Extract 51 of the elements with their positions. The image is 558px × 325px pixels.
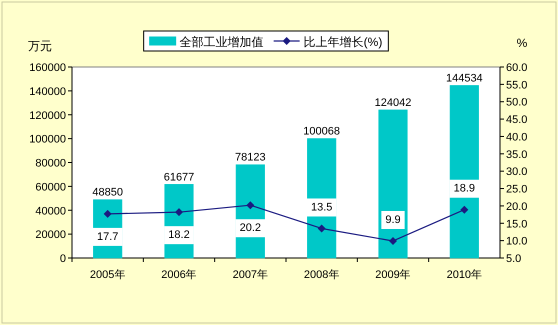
point bbox=[460, 206, 468, 214]
y2-tick-label: 55.0 bbox=[506, 79, 528, 92]
x-tick-label: 2008年 bbox=[304, 269, 340, 281]
x-tick-label: 2005年 bbox=[90, 269, 126, 281]
data-label: 124042 bbox=[374, 96, 412, 109]
point bbox=[104, 210, 112, 218]
y-tick-label: 140000 bbox=[29, 86, 66, 98]
y2-tick-label: 40.0 bbox=[506, 131, 528, 144]
bar bbox=[450, 85, 479, 258]
y-tick-label: 0 bbox=[60, 253, 66, 265]
x-tick-label: 2009年 bbox=[375, 269, 411, 281]
data-label: 18.2 bbox=[168, 229, 190, 242]
legend-label: 比上年增长(%) bbox=[304, 35, 382, 49]
y2-tick-label: 15.0 bbox=[506, 218, 528, 230]
x-tick-label: 2010年 bbox=[446, 269, 482, 281]
data-label: 9.9 bbox=[385, 214, 401, 226]
y-tick-label: 120000 bbox=[29, 110, 66, 122]
y2-tick-label: 30.0 bbox=[506, 166, 528, 178]
y2-tick-label: 60.0 bbox=[506, 62, 528, 74]
point bbox=[389, 236, 397, 245]
y2-tick-label: 50.0 bbox=[506, 96, 528, 109]
data-label: 61677 bbox=[164, 171, 194, 184]
data-label: 48850 bbox=[92, 186, 123, 199]
data-label: 20.2 bbox=[240, 222, 262, 234]
y2-tick-label: 25.0 bbox=[506, 184, 528, 196]
y-tick-label: 80000 bbox=[35, 158, 66, 170]
point bbox=[175, 208, 183, 216]
y-tick-label: 100000 bbox=[29, 134, 66, 146]
y-tick-label: 160000 bbox=[29, 62, 66, 74]
data-label: 78123 bbox=[235, 152, 266, 164]
x-tick-label: 2007年 bbox=[232, 269, 268, 281]
y2-tick-label: 10.0 bbox=[506, 236, 528, 248]
data-label: 17.7 bbox=[96, 230, 118, 243]
y2-tick-label: 20.0 bbox=[506, 200, 528, 213]
data-label: 100068 bbox=[303, 126, 340, 138]
data-label: 144534 bbox=[446, 72, 483, 84]
point bbox=[318, 224, 326, 232]
data-label: 18.9 bbox=[454, 182, 476, 195]
y-tick-label: 40000 bbox=[35, 205, 66, 218]
y-tick-label: 60000 bbox=[35, 181, 66, 194]
bar bbox=[378, 110, 408, 258]
y2-axis-title: % bbox=[516, 36, 528, 50]
y-axis-title: 万元 bbox=[28, 39, 52, 53]
point bbox=[246, 201, 254, 210]
y-tick-label: 20000 bbox=[35, 229, 66, 242]
x-tick-label: 2006年 bbox=[161, 269, 197, 281]
data-label: 13.5 bbox=[310, 201, 332, 214]
y2-tick-label: 45.0 bbox=[506, 114, 528, 126]
y2-tick-label: 35.0 bbox=[506, 148, 528, 161]
legend-label: 全部工业增加值 bbox=[180, 35, 264, 49]
y2-tick-label: 5.0 bbox=[506, 253, 522, 265]
